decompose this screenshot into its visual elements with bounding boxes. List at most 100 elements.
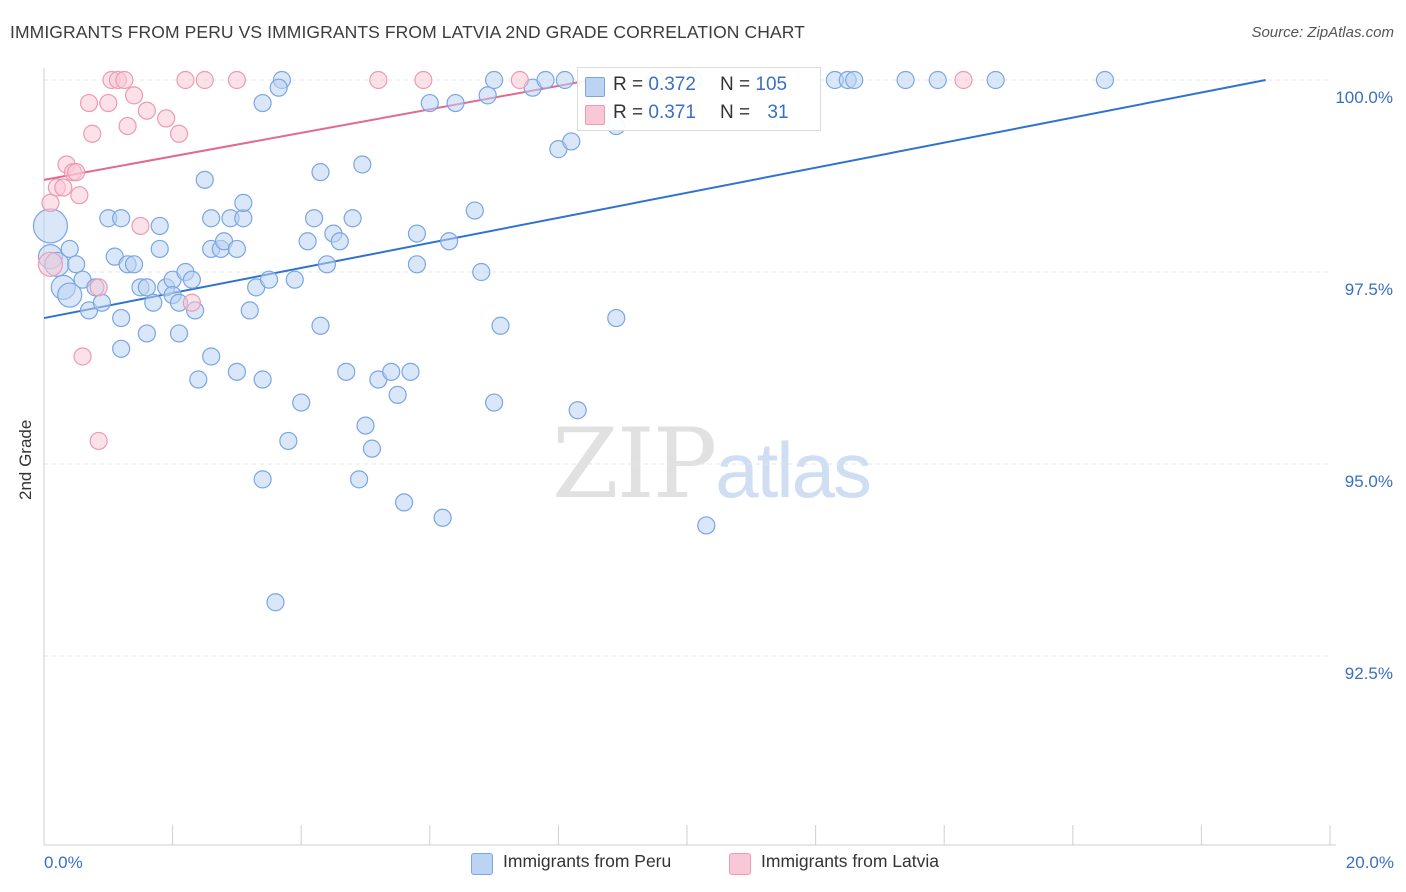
data-point-peru [555,70,574,90]
data-point-latvia [83,124,102,143]
data-point-peru [112,339,131,358]
data-point-peru [67,255,86,274]
data-point-latvia [99,93,118,113]
data-point-peru [562,132,581,151]
y-tick-label: 92.5% [1345,664,1393,683]
data-point-peru [356,416,375,435]
data-point-peru [986,70,1005,90]
data-point-peru [407,224,427,243]
data-point-peru [446,93,465,113]
data-point-peru [1095,70,1115,90]
data-point-peru [491,316,510,335]
legend-n-label: N = [720,102,756,123]
data-point-latvia [79,93,99,113]
legend-r-value: 0.371 [648,102,696,123]
data-point-peru [169,324,189,343]
legend-n-latvia: N = 31 [720,102,789,124]
data-point-latvia [67,163,86,182]
data-point-peru [60,239,79,259]
data-point-latvia [227,70,246,90]
y-tick-label: 95.0% [1345,472,1393,491]
legend-n-peru: N = 105 [720,74,787,96]
data-point-peru [32,208,69,244]
data-point-peru [202,209,221,228]
data-point-latvia [182,293,201,312]
data-point-peru [536,70,555,90]
data-point-peru [697,516,716,535]
chart-title: IMMIGRANTS FROM PERU VS IMMIGRANTS FROM … [10,22,805,42]
legend-n-value: 105 [755,74,788,95]
data-point-peru [407,255,427,274]
y-tick-label: 97.5% [1345,280,1393,299]
data-point-latvia [157,109,176,128]
y-tick-label: 100.0% [1335,88,1393,107]
data-point-latvia [118,116,137,136]
data-point-peru [478,86,497,105]
data-point-peru [420,93,439,113]
data-point-peru [401,362,420,381]
data-point-peru [144,293,163,312]
series-latvia-points [37,70,973,451]
data-point-latvia [131,216,150,236]
legend-r-label: R = [613,102,649,123]
legend-swatch-peru [585,77,605,97]
data-point-peru [485,70,504,90]
data-point-peru [92,293,111,312]
legend-n-value: 31 [767,102,789,123]
legend-n-label: N = [720,74,756,95]
data-point-latvia [41,193,60,212]
data-point-peru [202,347,221,366]
x-tick-max: 20.0% [1345,853,1394,872]
data-point-latvia [73,347,92,366]
trend-line-peru [43,79,1266,320]
data-point-peru [362,439,382,458]
data-point-peru [311,163,330,182]
trend-line-latvia [43,79,591,181]
y-axis-label: 2nd Grade [16,419,35,500]
data-point-latvia [124,86,144,105]
data-point-latvia [89,431,108,451]
trend-lines [43,79,1266,320]
data-point-peru [259,270,279,289]
data-point-peru [472,262,491,282]
stats-legend: R = 0.372 N = 105 R = 0.371 N = 31 [577,67,821,131]
data-point-peru [928,70,947,90]
data-point-peru [298,232,317,251]
data-point-peru [304,209,324,228]
y-tick-labels: 100.0% 97.5% 95.0% 92.5% [1335,88,1393,683]
bottom-legend-swatch-latvia [729,853,751,875]
legend-r-peru: R = 0.372 [613,74,696,96]
data-point-peru [353,155,372,174]
data-point-peru [240,301,259,320]
data-point-latvia [195,70,214,90]
data-point-peru [124,255,144,274]
data-point-peru [137,278,156,297]
data-point-peru [253,470,272,489]
bottom-legend-label-latvia: Immigrants from Latvia [761,851,939,871]
data-point-peru [189,370,208,389]
data-point-peru [253,93,272,113]
data-point-peru [227,362,246,381]
data-point-peru [465,201,484,220]
data-point-peru [279,431,298,451]
data-point-peru [112,209,131,228]
legend-r-label: R = [613,74,649,95]
data-point-peru [150,216,169,236]
data-point-peru [182,270,201,289]
data-point-peru [57,282,83,308]
data-point-latvia [115,70,134,90]
data-point-latvia [169,124,189,143]
x-tick-min: 0.0% [44,853,83,872]
data-point-latvia [369,70,388,90]
data-point-peru [112,308,131,328]
data-point-peru [845,70,864,90]
data-point-latvia [414,70,433,90]
data-point-peru [292,393,311,412]
bottom-legend-label-peru: Immigrants from Peru [503,851,672,871]
data-point-peru [234,193,253,212]
data-point-latvia [510,70,529,90]
data-point-latvia [37,251,64,277]
data-point-peru [311,316,330,335]
data-point-peru [433,508,452,527]
data-point-peru [266,593,285,612]
